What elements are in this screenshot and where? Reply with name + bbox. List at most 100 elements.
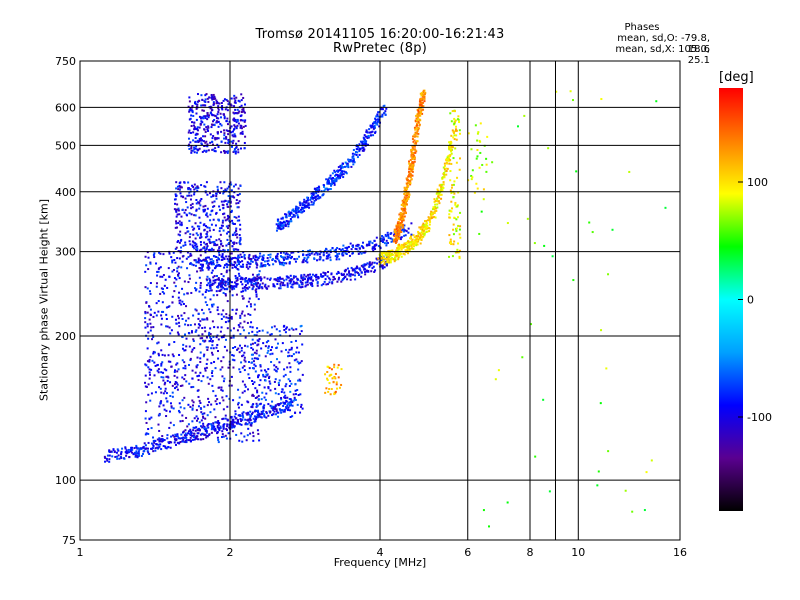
scatter-point xyxy=(198,324,201,327)
scatter-point xyxy=(423,225,426,228)
scatter-point xyxy=(193,151,196,154)
scatter-point xyxy=(404,187,407,190)
scatter-point xyxy=(220,386,223,389)
scatter-point xyxy=(274,278,277,281)
scatter-point xyxy=(223,288,226,291)
scatter-point xyxy=(187,105,190,108)
scatter-point xyxy=(179,299,182,302)
scatter-point xyxy=(256,404,259,407)
scatter-point xyxy=(175,181,178,184)
scatter-point xyxy=(189,131,192,134)
scatter-point xyxy=(212,102,215,105)
scatter-point xyxy=(277,218,280,221)
scatter-point xyxy=(231,219,234,222)
scatter-point xyxy=(611,228,614,231)
scatter-point xyxy=(393,256,396,259)
scatter-point xyxy=(332,180,335,183)
scatter-point xyxy=(194,308,197,311)
scatter-point xyxy=(232,128,235,131)
scatter-point xyxy=(391,249,394,252)
scatter-point xyxy=(214,266,217,269)
scatter-point xyxy=(210,403,213,406)
scatter-point xyxy=(198,126,201,129)
scatter-point xyxy=(288,397,291,400)
scatter-point xyxy=(212,279,215,282)
scatter-point xyxy=(216,278,219,281)
scatter-point xyxy=(315,198,318,201)
scatter-point xyxy=(327,182,330,185)
scatter-point xyxy=(232,139,235,142)
scatter-point xyxy=(374,118,377,121)
scatter-point xyxy=(153,311,156,314)
scatter-point xyxy=(384,260,387,263)
scatter-point xyxy=(196,133,199,136)
scatter-point xyxy=(410,243,413,246)
scatter-point xyxy=(241,355,244,358)
scatter-point xyxy=(252,417,255,420)
scatter-point xyxy=(219,425,222,428)
scatter-point xyxy=(428,227,431,230)
scatter-point xyxy=(412,135,415,138)
scatter-point xyxy=(292,399,295,402)
scatter-point xyxy=(211,205,214,208)
scatter-point xyxy=(106,459,109,462)
scatter-point xyxy=(171,353,174,356)
scatter-point xyxy=(386,261,389,264)
scatter-point xyxy=(368,261,371,264)
scatter-point xyxy=(204,141,207,144)
scatter-point xyxy=(232,354,235,357)
scatter-point xyxy=(195,419,198,422)
scatter-point xyxy=(351,273,354,276)
scatter-point xyxy=(202,422,205,425)
scatter-point xyxy=(192,338,195,341)
scatter-point xyxy=(226,418,229,421)
scatter-point xyxy=(289,280,292,283)
scatter-point xyxy=(494,378,497,381)
scatter-point xyxy=(221,253,224,256)
scatter-point xyxy=(217,338,220,341)
scatter-point xyxy=(161,301,164,304)
scatter-point xyxy=(404,234,407,237)
scatter-point xyxy=(198,227,201,230)
scatter-point xyxy=(160,376,163,379)
scatter-point xyxy=(213,150,216,153)
scatter-point xyxy=(207,126,210,129)
scatter-point xyxy=(202,210,205,213)
scatter-point xyxy=(267,403,270,406)
scatter-point xyxy=(193,128,196,131)
scatter-point xyxy=(159,443,162,446)
scatter-point xyxy=(193,121,196,124)
scatter-point xyxy=(226,327,229,330)
scatter-point xyxy=(287,256,290,259)
scatter-point xyxy=(195,232,198,235)
scatter-point xyxy=(337,166,340,169)
scatter-point xyxy=(160,448,163,451)
scatter-point xyxy=(290,399,293,402)
scatter-point xyxy=(158,413,161,416)
scatter-point xyxy=(252,435,255,438)
scatter-point xyxy=(239,132,242,135)
scatter-point xyxy=(193,227,196,230)
scatter-point xyxy=(260,277,263,280)
scatter-point xyxy=(411,166,414,169)
scatter-point xyxy=(406,179,409,182)
scatter-point xyxy=(410,168,413,171)
scatter-point xyxy=(185,436,188,439)
scatter-point xyxy=(199,139,202,142)
scatter-point xyxy=(264,345,267,348)
scatter-point xyxy=(242,354,245,357)
scatter-point xyxy=(219,240,222,243)
scatter-point xyxy=(189,357,192,360)
scatter-point xyxy=(294,260,297,263)
scatter-point xyxy=(440,186,443,189)
scatter-point xyxy=(215,255,218,258)
scatter-point xyxy=(261,265,264,268)
scatter-point xyxy=(413,154,416,157)
scatter-point xyxy=(485,170,488,173)
scatter-point xyxy=(416,140,419,143)
scatter-point xyxy=(223,115,226,118)
scatter-point xyxy=(352,148,355,151)
scatter-point xyxy=(263,415,266,418)
scatter-point xyxy=(340,383,343,386)
scatter-point xyxy=(181,287,184,290)
